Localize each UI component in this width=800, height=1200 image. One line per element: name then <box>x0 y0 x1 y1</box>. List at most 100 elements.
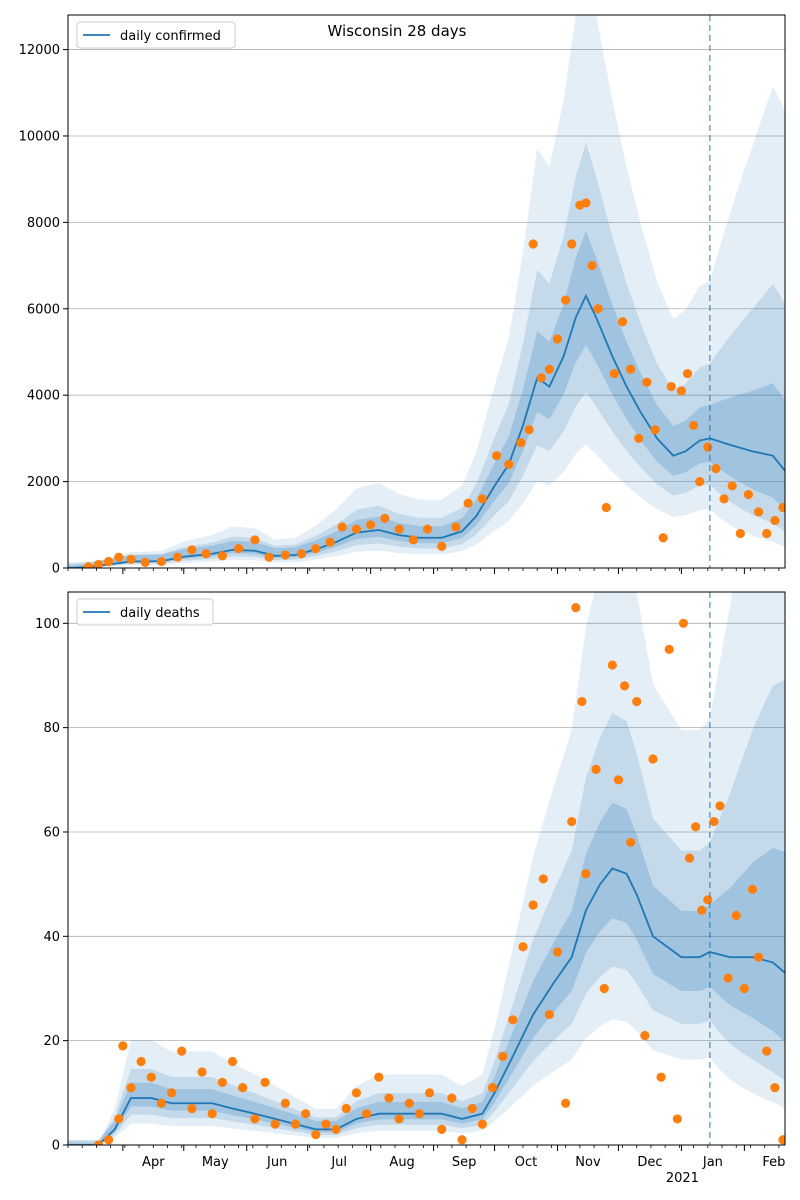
x-month-label: Jan <box>702 1155 723 1170</box>
observed-point <box>83 562 93 568</box>
x-month-label: Jun <box>266 1155 287 1170</box>
axes-frame <box>67 14 786 569</box>
observed-point <box>504 459 514 469</box>
observed-point <box>601 502 611 513</box>
observed-point <box>567 239 577 249</box>
x-month-label: Feb <box>762 1155 785 1170</box>
uncertainty-band-2 <box>68 680 785 1145</box>
observed-point <box>626 837 636 848</box>
observed-point <box>619 681 630 691</box>
observed-point <box>711 464 721 474</box>
plot-area <box>68 15 785 568</box>
observed-point <box>640 1030 650 1041</box>
observed-point <box>770 515 780 526</box>
uncertainty-band-3 <box>68 802 785 1145</box>
observed-point <box>463 498 473 508</box>
observed-point <box>682 368 693 379</box>
observed-point <box>341 1103 351 1114</box>
observed-point <box>709 816 719 827</box>
x-year-label: 2021 <box>666 1171 699 1186</box>
y-tick-label: 8000 <box>27 216 60 231</box>
y-tick-label: 60 <box>43 825 60 840</box>
observed-point <box>778 502 785 513</box>
observed-point <box>384 1093 394 1103</box>
x-month-label: May <box>202 1155 229 1170</box>
observed-point <box>491 451 502 461</box>
observed-point <box>93 1140 104 1145</box>
observed-point <box>467 1103 477 1114</box>
observed-point <box>321 1119 331 1129</box>
uncertainty-band-1 <box>68 15 785 568</box>
deaths-panel: 0 20 40 60 80 100 Apr May Jun Jul Aug Sep Oct Nov Dec J… <box>35 591 786 1186</box>
observed-point <box>234 543 244 554</box>
observed-point <box>770 1083 780 1093</box>
observed-point <box>227 1056 238 1067</box>
observed-point <box>587 260 597 271</box>
observed-point <box>156 556 167 567</box>
observed-point <box>723 973 733 983</box>
uncertainty-band-2 <box>68 142 785 568</box>
observed-point <box>753 507 764 517</box>
observed-point <box>374 1072 384 1082</box>
observed-point <box>617 317 628 327</box>
observed-point <box>593 304 603 314</box>
observed-point <box>264 552 274 562</box>
observed-point <box>260 1077 270 1087</box>
observed-point <box>528 900 538 910</box>
observed-point <box>678 618 689 628</box>
observed-point <box>735 528 745 539</box>
observed-point <box>762 528 772 539</box>
uncertainty-band-1 <box>68 592 785 1145</box>
observed-point <box>676 386 687 396</box>
observed-point <box>311 543 321 554</box>
observed-point <box>715 801 725 811</box>
observed-point <box>703 895 713 905</box>
legend-label: daily confirmed <box>120 29 221 44</box>
observed-point <box>250 535 260 545</box>
observed-point <box>104 1135 114 1145</box>
uncertainty-band-3 <box>68 230 785 568</box>
y-tick-label: 10000 <box>19 129 60 144</box>
observed-point <box>201 549 211 559</box>
observed-point <box>544 364 554 374</box>
observed-point <box>731 910 741 921</box>
observed-point <box>280 1098 290 1108</box>
x-month-label: Apr <box>142 1155 165 1170</box>
observed-point <box>408 535 418 545</box>
y-tick-label: 80 <box>43 721 60 736</box>
observed-point <box>577 696 587 707</box>
plot-area <box>68 592 785 1145</box>
observed-point <box>93 559 104 568</box>
observed-point <box>691 822 701 832</box>
observed-point <box>280 550 290 560</box>
observed-point <box>361 1109 372 1119</box>
observed-point <box>270 1119 280 1129</box>
legend-box <box>76 21 236 49</box>
chart-title: Wisconsin 28 days <box>328 22 467 40</box>
observed-point <box>538 874 548 884</box>
observed-point <box>414 1109 424 1119</box>
confirmed-panel: 0 2000 4000 6000 8000 10000 12000 daily confirm… <box>19 14 786 577</box>
observed-point <box>311 1129 321 1140</box>
observed-point <box>739 983 749 994</box>
observed-point <box>457 1135 467 1145</box>
observed-point <box>672 1114 682 1124</box>
y-tick-label: 0 <box>52 1139 60 1154</box>
observed-point <box>217 1077 227 1087</box>
y-tick-label: 4000 <box>27 389 60 404</box>
observed-point <box>146 1072 156 1082</box>
observed-point <box>325 537 335 547</box>
observed-point <box>301 1109 311 1119</box>
observed-point <box>197 1067 207 1077</box>
observed-point <box>719 494 729 504</box>
x-month-label: Oct <box>515 1155 537 1170</box>
y-tick-label: 2000 <box>27 475 60 490</box>
observed-point <box>591 764 601 774</box>
observed-point <box>528 239 538 249</box>
observed-point <box>536 373 546 383</box>
observed-point <box>634 433 644 443</box>
axes-frame <box>67 591 786 1146</box>
observed-point <box>747 884 758 894</box>
observed-point <box>337 522 347 532</box>
observed-point <box>290 1119 301 1129</box>
